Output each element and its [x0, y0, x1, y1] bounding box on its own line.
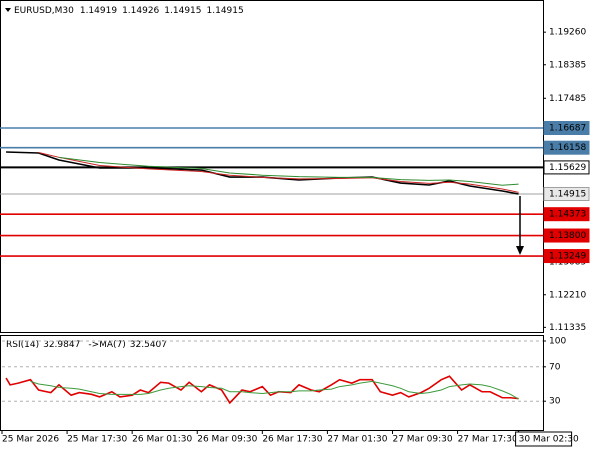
price-level-tag	[543, 121, 590, 136]
x-tick-label: 25 Mar 17:30	[67, 435, 127, 445]
y-tick-label: 70	[549, 362, 561, 372]
price-level-tag	[543, 140, 590, 155]
price-level-label: 1.14373	[549, 210, 586, 220]
low: 1.14915	[164, 6, 201, 16]
high: 1.14926	[122, 6, 159, 16]
rsi-panel	[0, 335, 544, 431]
price-level-tag	[543, 160, 590, 175]
price-level-tag	[543, 249, 590, 264]
open: 1.14919	[80, 6, 117, 16]
main-header: EURUSD,M30 1.14919 1.14926 1.14915 1.14915	[14, 6, 244, 16]
rsi-header: RSI(14) 32.9847 ->MA(7) 32.5407	[6, 340, 167, 350]
x-tick-label: 27 Mar 09:30	[392, 435, 452, 445]
close: 1.14915	[207, 6, 244, 16]
x-tick-label: 26 Mar 01:30	[132, 435, 192, 445]
x-tick-label: 26 Mar 09:30	[197, 435, 257, 445]
series-line	[58, 156, 519, 186]
price-level-label: 1.16687	[549, 124, 586, 134]
price-level-tag	[543, 228, 590, 243]
x-tick-label: 27 Mar 01:30	[327, 435, 387, 445]
x-tick-label: 25 Mar 2026	[2, 435, 59, 445]
arrow-head	[516, 246, 524, 255]
x-tick-highlight	[515, 431, 573, 447]
x-tick-label: 30 Mar 02:30	[519, 435, 579, 445]
y-tick-label: 1.19260	[549, 28, 586, 38]
symbol: EURUSD,M30	[14, 6, 74, 16]
collapse-icon[interactable]	[5, 8, 11, 12]
y-tick-label: 100	[549, 337, 566, 347]
series-line	[30, 380, 519, 400]
price-level-label: 1.15629	[549, 163, 586, 173]
price-level-tag	[543, 187, 590, 202]
y-tick-label: 1.12210	[549, 290, 586, 300]
y-tick-label: 30	[549, 397, 561, 407]
y-tick-label: 1.17485	[549, 94, 586, 104]
series-line	[5, 375, 519, 405]
ma-name: ->MA(7)	[88, 340, 125, 350]
rsi-name: RSI(14)	[6, 340, 39, 350]
x-tick-label: 27 Mar 17:30	[458, 435, 518, 445]
plot-layers: 1.192601.183851.174851.130851.122101.113…	[0, 28, 590, 447]
rsi-value: 32.9847	[43, 340, 80, 350]
price-level-label: 1.13249	[549, 252, 586, 262]
series-line	[38, 151, 519, 193]
price-level-tag	[543, 207, 590, 222]
x-tick-label: 26 Mar 17:30	[262, 435, 322, 445]
price-level-label: 1.13800	[549, 231, 586, 241]
ma-value: 32.5407	[130, 340, 167, 350]
price-level-label: 1.14915	[549, 190, 586, 200]
y-tick-label: 1.18385	[549, 60, 586, 70]
price-level-label: 1.16158	[549, 143, 586, 153]
y-tick-label: 1.11335	[549, 323, 586, 333]
